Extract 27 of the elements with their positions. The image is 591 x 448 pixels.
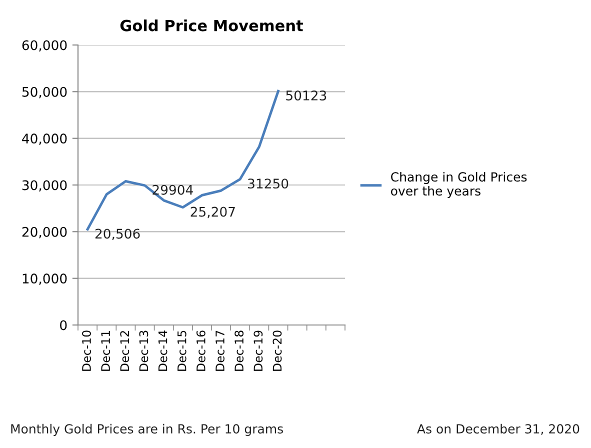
x-tick-label: Dec-11 (101, 330, 110, 371)
x-tick-label: Dec-17 (216, 330, 224, 371)
data-label: 29904 (152, 184, 193, 195)
y-tick-label: 0 (60, 320, 67, 330)
x-tick-label: Dec-12 (120, 331, 130, 371)
data-label: 25,207 (190, 206, 235, 218)
data-label: 50123 (286, 90, 326, 100)
y-tick-label: 10,000 (22, 274, 67, 285)
text: Monthly Gold Prices are in Rs. Per 10 grams (11, 424, 283, 436)
x-tick-label: Dec-14 (158, 330, 168, 371)
x-tick-label: Dec-15 (178, 330, 186, 371)
x-tick-label: Dec-18 (234, 330, 244, 371)
y-tick-label: 60,000 (22, 40, 67, 52)
x-tick-label: Dec-19 (254, 330, 263, 371)
x-tick-label: Dec-10 (82, 330, 91, 371)
y-tick-label: 30,000 (22, 180, 67, 192)
x-tick-label: Dec-13 (139, 330, 148, 371)
y-tick-label: 50,000 (22, 86, 67, 98)
legend-label: Change in Gold Prices over the years (391, 172, 527, 198)
x-tick-label: Dec-20 (272, 330, 282, 371)
x-tick-label: Dec-16 (196, 330, 206, 371)
y-tick-label: 40,000 (22, 134, 67, 145)
chart-title: Gold Price Movement (120, 20, 304, 32)
y-tick-label: 20,000 (22, 226, 67, 238)
data-label: 31250 (248, 178, 288, 189)
text: As on December 31, 2020 (417, 424, 580, 435)
data-label: 20,506 (95, 228, 140, 240)
